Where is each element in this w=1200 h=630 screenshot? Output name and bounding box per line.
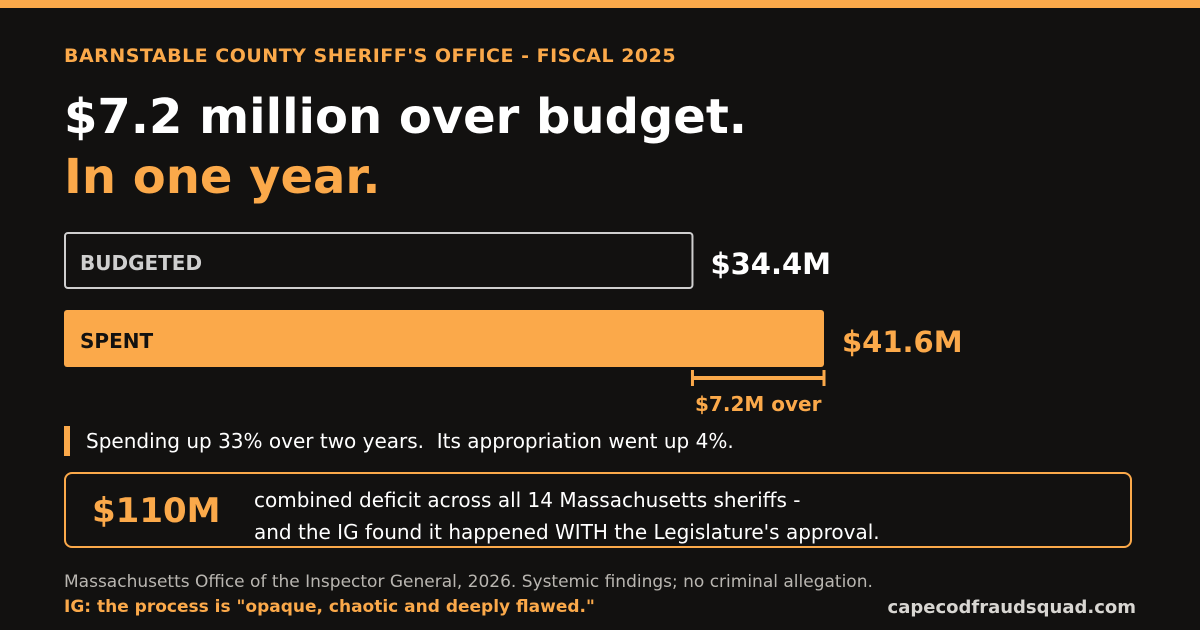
headline-accent: In one year. [64, 149, 381, 205]
deficit-line-2: and the IG found it happened WITH the Le… [254, 520, 880, 544]
site-link[interactable]: capecodfraudsquad.com [887, 597, 1136, 618]
source-note: Massachusetts Office of the Inspector Ge… [64, 572, 873, 592]
value-label-budgeted: $34.4M [710, 247, 831, 281]
difference-label: $7.2M over [695, 392, 822, 416]
kicker: BARNSTABLE COUNTY SHERIFF'S OFFICE - FIS… [64, 45, 677, 67]
category-label-budgeted: BUDGETED [80, 251, 202, 275]
deficit-box: $110M combined deficit across all 14 Mas… [64, 472, 1132, 548]
top-accent-bar [0, 0, 1200, 8]
bar-spent [64, 310, 824, 367]
difference-bracket [690, 370, 826, 386]
deficit-description: combined deficit across all 14 Massachus… [254, 484, 880, 548]
bar-budgeted [64, 232, 694, 289]
ig-quote: IG: the process is "opaque, chaotic and … [64, 597, 595, 617]
growth-callout: Spending up 33% over two years. Its appr… [64, 426, 734, 456]
value-label-spent: $41.6M [842, 325, 963, 359]
deficit-line-1: combined deficit across all 14 Massachus… [254, 488, 801, 512]
deficit-figure: $110M [92, 491, 221, 531]
budget-chart: BUDGETED $34.4M SPENT $41.6M $7.2M over [64, 232, 963, 416]
headline: $7.2 million over budget. [64, 89, 748, 145]
category-label-spent: SPENT [80, 329, 153, 353]
